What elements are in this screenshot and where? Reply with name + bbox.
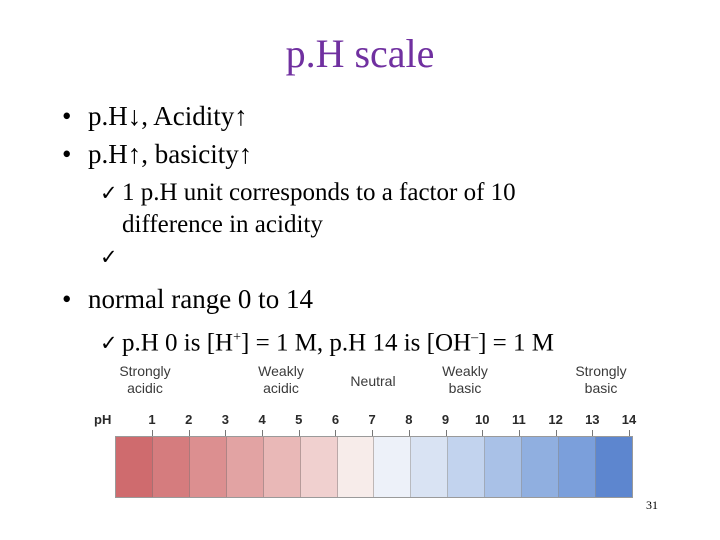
- ph-tick: [298, 430, 300, 436]
- sub-bullet-text: 1 p.H unit corresponds to a factor of 10: [122, 179, 516, 206]
- ph-color-segment: [263, 437, 301, 497]
- sub-bullet-factor: ✓ 1 p.H unit corresponds to a factor of 1…: [100, 177, 516, 209]
- label-line: Strongly: [119, 363, 171, 379]
- ph-tick: [629, 430, 630, 436]
- ph-color-segment: [485, 437, 523, 497]
- bullet-text: p.H↑, basicity↑: [88, 139, 253, 169]
- superscript-plus: +: [233, 330, 242, 345]
- ph-number: 3: [221, 412, 229, 427]
- label-neutral: Neutral: [350, 373, 396, 389]
- ph-tick: [335, 430, 337, 436]
- ph-number: 7: [368, 412, 376, 427]
- label-line: Weakly: [442, 363, 488, 379]
- label-line: acidic: [263, 380, 299, 396]
- ph-number: 2: [185, 412, 193, 427]
- label-strongly-basic: Strongly basic: [561, 363, 641, 397]
- bullet-basicity: • p.H↑, basicity↑: [62, 138, 252, 170]
- label-line: basic: [448, 380, 482, 396]
- label-weakly-basic: Weakly basic: [425, 363, 505, 397]
- text-part: ] = 1 M, p.H 14 is [OH: [241, 329, 472, 357]
- ph-number: 8: [405, 412, 413, 427]
- ph-tick: [482, 430, 484, 436]
- label-line: basic: [584, 380, 618, 396]
- ph-tick: [592, 430, 594, 436]
- ph-color-segment: [300, 437, 338, 497]
- text-part: ] = 1 M: [478, 329, 554, 357]
- ph-color-segment: [116, 437, 153, 497]
- ph-color-segment: [152, 437, 190, 497]
- check-icon: ✓: [100, 331, 118, 356]
- ph-number: 5: [295, 412, 303, 427]
- ph-color-segment: [411, 437, 449, 497]
- ph-number: 13: [585, 412, 600, 427]
- ph-number: 14: [621, 412, 637, 427]
- ph-number: 1: [148, 412, 156, 427]
- superscript-minus: –: [471, 330, 479, 345]
- ph-color-segment: [522, 437, 560, 497]
- ph-color-segment: [337, 437, 375, 497]
- label-line: acidic: [127, 380, 163, 396]
- bullet-text: normal range 0 to 14: [88, 284, 313, 314]
- label-line: Strongly: [575, 363, 627, 379]
- bullet-acidity: • p.H↓, Acidity↑: [62, 100, 248, 132]
- sub-bullet-empty: ✓: [100, 241, 122, 273]
- ph-color-segment: [595, 437, 632, 497]
- ph-color-segment: [374, 437, 412, 497]
- page-number: 31: [646, 498, 658, 512]
- bullet-marker: •: [62, 139, 72, 169]
- ph-color-segment: [559, 437, 596, 497]
- check-icon: ✓: [100, 245, 118, 269]
- text-part: p.H 0 is [H: [122, 329, 234, 357]
- ph-number: 9: [441, 412, 450, 427]
- ph-tick: [518, 430, 520, 436]
- label-line: Weakly: [258, 363, 304, 379]
- ph-tick: [262, 430, 264, 436]
- ph-tick: [372, 430, 374, 436]
- ph-number: 10: [474, 412, 490, 427]
- ph-tick: [445, 430, 447, 436]
- ph-number: 6: [331, 412, 340, 427]
- sub-bullet-concentration: ✓ p.H 0 is [H+] = 1 M, p.H 14 is [OH–] = …: [100, 322, 554, 359]
- check-icon: ✓: [100, 181, 118, 205]
- ph-tick: [555, 430, 557, 436]
- ph-axis-label: pH: [94, 412, 112, 427]
- ph-color-segment: [226, 437, 264, 497]
- slide-title: p.H scale: [285, 31, 435, 76]
- bullet-normal-range: • normal range 0 to 14: [62, 283, 313, 315]
- bullet-text: p.H↓, Acidity↑: [88, 101, 248, 131]
- ph-tick: [152, 430, 153, 436]
- ph-number: 12: [548, 412, 563, 427]
- ph-number: 4: [258, 412, 266, 427]
- ph-color-segment: [448, 437, 486, 497]
- ph-number: 11: [512, 412, 526, 427]
- ph-tick: [188, 430, 190, 436]
- label-weakly-acidic: Weakly acidic: [241, 363, 321, 397]
- bullet-marker: •: [62, 101, 72, 131]
- bullet-marker: •: [62, 284, 72, 314]
- ph-tick: [408, 430, 410, 436]
- ph-tick: [225, 430, 227, 436]
- ph-color-segment: [189, 437, 227, 497]
- ph-color-bar: [115, 436, 633, 498]
- label-strongly-acidic: Strongly acidic: [105, 363, 185, 397]
- sub-bullet-factor-continued: difference in acidity: [122, 211, 323, 238]
